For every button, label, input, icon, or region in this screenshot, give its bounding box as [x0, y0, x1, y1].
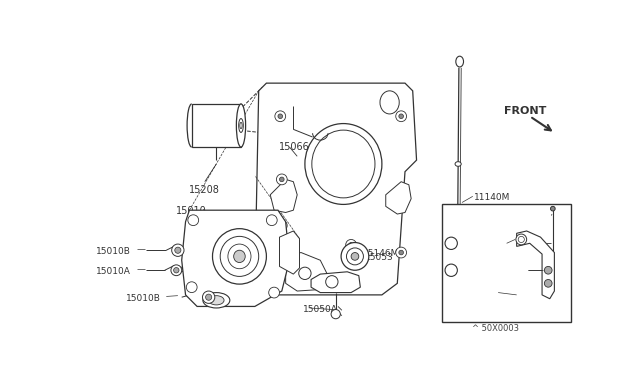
Ellipse shape	[380, 91, 399, 114]
Circle shape	[172, 244, 184, 256]
Circle shape	[175, 247, 181, 253]
Circle shape	[518, 236, 524, 243]
Polygon shape	[280, 231, 300, 274]
Text: STUD スタッド（1）: STUD スタッド（1）	[459, 216, 515, 225]
Text: 15010: 15010	[176, 206, 207, 217]
Circle shape	[284, 240, 295, 250]
Circle shape	[276, 174, 287, 185]
Text: 11140M: 11140M	[474, 193, 511, 202]
Text: 08915-43600: 08915-43600	[460, 240, 516, 249]
Circle shape	[269, 287, 280, 298]
Text: 15146M: 15146M	[363, 249, 399, 258]
Circle shape	[287, 243, 292, 247]
Circle shape	[326, 276, 338, 288]
Circle shape	[280, 223, 284, 228]
Bar	[442, 204, 572, 322]
Circle shape	[396, 247, 406, 258]
Ellipse shape	[240, 122, 242, 129]
Circle shape	[278, 249, 283, 253]
Circle shape	[280, 177, 284, 182]
Circle shape	[351, 253, 359, 260]
Circle shape	[545, 279, 552, 287]
Ellipse shape	[212, 229, 266, 284]
Text: （1）: （1）	[460, 275, 474, 284]
Circle shape	[399, 114, 403, 119]
Text: M: M	[448, 240, 454, 246]
Polygon shape	[311, 272, 360, 293]
Text: FRONT: FRONT	[504, 106, 546, 116]
Ellipse shape	[228, 244, 251, 269]
Circle shape	[399, 250, 403, 255]
Circle shape	[349, 243, 353, 247]
Ellipse shape	[203, 293, 230, 308]
Circle shape	[171, 265, 182, 276]
Circle shape	[331, 310, 340, 319]
Polygon shape	[285, 253, 328, 291]
Text: 15050: 15050	[310, 279, 339, 289]
Polygon shape	[386, 182, 411, 214]
Text: 08226-61410: 08226-61410	[459, 208, 515, 217]
Text: （1）: （1）	[460, 248, 474, 257]
Circle shape	[275, 246, 285, 256]
Ellipse shape	[220, 236, 259, 276]
Circle shape	[299, 267, 311, 279]
Ellipse shape	[236, 104, 246, 147]
Circle shape	[275, 111, 285, 122]
Ellipse shape	[239, 119, 243, 132]
Polygon shape	[270, 179, 297, 212]
Circle shape	[550, 206, 555, 211]
Polygon shape	[182, 210, 289, 307]
Ellipse shape	[234, 250, 245, 263]
Text: 15050A: 15050A	[303, 305, 338, 314]
Text: 15053: 15053	[365, 253, 394, 262]
Circle shape	[346, 240, 356, 250]
Bar	[192, 104, 241, 147]
Circle shape	[278, 114, 283, 119]
Text: 15010B: 15010B	[95, 247, 131, 256]
Ellipse shape	[455, 162, 461, 166]
Circle shape	[516, 234, 527, 245]
Circle shape	[173, 267, 179, 273]
Text: 15208: 15208	[189, 185, 220, 195]
Ellipse shape	[305, 124, 382, 205]
Ellipse shape	[456, 56, 463, 67]
Circle shape	[346, 248, 364, 265]
Circle shape	[445, 237, 458, 250]
Text: ^ 50X0003: ^ 50X0003	[472, 324, 519, 333]
Ellipse shape	[209, 296, 224, 305]
Circle shape	[396, 111, 406, 122]
Circle shape	[341, 243, 369, 270]
Circle shape	[276, 220, 287, 231]
Polygon shape	[255, 83, 417, 295]
Circle shape	[545, 266, 552, 274]
Text: 15010B: 15010B	[126, 294, 161, 303]
Text: 15010A: 15010A	[95, 267, 131, 276]
Circle shape	[205, 294, 212, 300]
Circle shape	[188, 215, 198, 225]
Ellipse shape	[312, 130, 375, 198]
Text: 08918-10600: 08918-10600	[460, 267, 516, 276]
Circle shape	[266, 215, 277, 225]
Text: 15066: 15066	[279, 142, 310, 153]
Circle shape	[186, 282, 197, 293]
Text: N: N	[449, 267, 454, 273]
Circle shape	[445, 264, 458, 276]
Circle shape	[202, 291, 215, 303]
Text: 15050: 15050	[460, 290, 488, 299]
Polygon shape	[516, 231, 554, 299]
Text: 12279N: 12279N	[185, 226, 220, 235]
